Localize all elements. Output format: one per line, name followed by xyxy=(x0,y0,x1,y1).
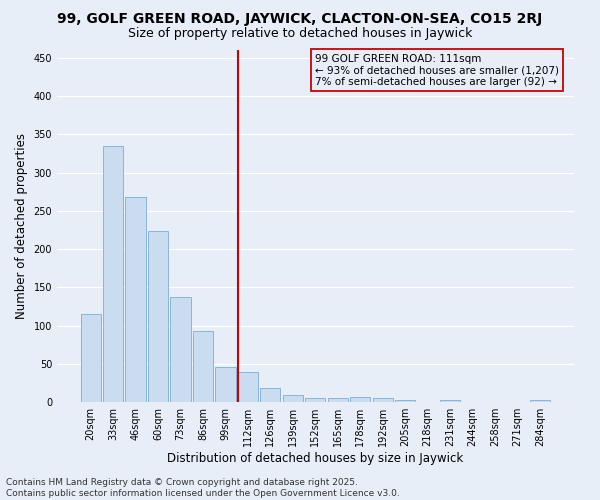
Bar xyxy=(395,400,415,402)
Text: 99, GOLF GREEN ROAD, JAYWICK, CLACTON-ON-SEA, CO15 2RJ: 99, GOLF GREEN ROAD, JAYWICK, CLACTON-ON… xyxy=(58,12,542,26)
Bar xyxy=(193,331,213,402)
Bar xyxy=(305,398,325,402)
Text: Contains HM Land Registry data © Crown copyright and database right 2025.
Contai: Contains HM Land Registry data © Crown c… xyxy=(6,478,400,498)
Text: Size of property relative to detached houses in Jaywick: Size of property relative to detached ho… xyxy=(128,28,472,40)
X-axis label: Distribution of detached houses by size in Jaywick: Distribution of detached houses by size … xyxy=(167,452,463,465)
Bar xyxy=(238,372,258,402)
Bar xyxy=(440,400,460,402)
Bar xyxy=(328,398,348,402)
Bar xyxy=(103,146,123,402)
Bar xyxy=(125,197,146,402)
Bar xyxy=(530,400,550,402)
Text: 99 GOLF GREEN ROAD: 111sqm
← 93% of detached houses are smaller (1,207)
7% of se: 99 GOLF GREEN ROAD: 111sqm ← 93% of deta… xyxy=(315,54,559,86)
Bar xyxy=(350,397,370,402)
Bar xyxy=(215,367,236,402)
Bar xyxy=(170,296,191,402)
Bar xyxy=(148,232,168,402)
Bar xyxy=(373,398,393,402)
Bar xyxy=(80,314,101,402)
Y-axis label: Number of detached properties: Number of detached properties xyxy=(15,133,28,319)
Bar xyxy=(260,388,280,402)
Bar xyxy=(283,394,303,402)
